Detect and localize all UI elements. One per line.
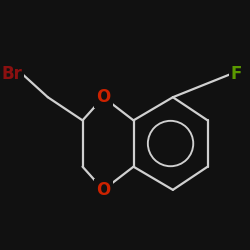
Text: O: O [96, 181, 110, 199]
Text: Br: Br [2, 65, 22, 83]
Text: O: O [96, 88, 110, 106]
Text: F: F [231, 65, 242, 83]
